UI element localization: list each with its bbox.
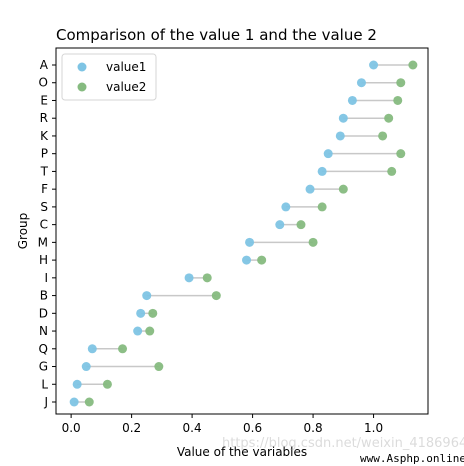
y-tick-label-C: C [40, 218, 48, 232]
chart-title: Comparison of the value 1 and the value … [56, 26, 377, 44]
legend: value1 value2 [61, 53, 157, 101]
y-tick-label-Q: Q [39, 342, 48, 356]
point-value2-F [338, 184, 348, 194]
legend-label-value2: value2 [106, 80, 146, 94]
point-value2-C [296, 220, 306, 230]
y-tick-label-E: E [40, 93, 48, 107]
point-value2-R [384, 113, 394, 123]
y-tick-label-J: J [43, 395, 48, 409]
plot-area [69, 60, 418, 407]
point-value1-I [184, 273, 194, 283]
y-tick-label-R: R [40, 111, 48, 125]
point-value1-T [317, 166, 327, 176]
point-value1-H [242, 255, 252, 265]
x-tick-label-0.2: 0.2 [122, 421, 141, 435]
y-tick-label-P: P [41, 147, 48, 161]
point-value2-T [387, 166, 397, 176]
watermark: https://blog.csdn.net/weixin_41869644 [222, 436, 464, 451]
point-value2-S [317, 202, 327, 212]
y-tick-label-L: L [41, 377, 48, 391]
y-tick-label-O: O [39, 76, 48, 90]
point-value2-I [202, 273, 212, 283]
y-tick-label-T: T [40, 164, 49, 178]
point-value1-M [245, 237, 255, 247]
legend-label-value1: value1 [106, 60, 146, 74]
y-tick-label-F: F [41, 182, 48, 196]
corner-stamp: www.Asphp.online [360, 452, 464, 465]
y-tick-label-K: K [40, 129, 49, 143]
point-value2-B [211, 291, 221, 301]
point-value1-G [81, 362, 91, 372]
y-tick-label-B: B [40, 289, 48, 303]
point-value1-F [305, 184, 315, 194]
point-value1-N [133, 326, 143, 336]
point-value2-O [396, 78, 406, 88]
y-tick-label-H: H [39, 253, 48, 267]
x-axis: 0.0 0.2 0.4 0.6 0.8 1.0 [62, 414, 383, 435]
point-value2-P [396, 149, 406, 159]
point-value2-Q [118, 344, 128, 354]
point-value1-K [335, 131, 345, 141]
x-tick-label-0.0: 0.0 [62, 421, 81, 435]
point-value2-N [145, 326, 155, 336]
point-value2-A [408, 60, 418, 70]
point-value1-Q [87, 344, 97, 354]
point-value1-B [142, 291, 152, 301]
point-value1-L [72, 379, 82, 389]
plot-frame [55, 47, 429, 415]
x-tick-label-1.0: 1.0 [364, 421, 383, 435]
point-value1-P [323, 149, 333, 159]
x-tick-label-0.6: 0.6 [243, 421, 262, 435]
point-value1-E [347, 95, 357, 105]
y-tick-label-N: N [39, 324, 48, 338]
y-tick-label-G: G [39, 360, 48, 374]
y-tick-label-I: I [44, 271, 48, 285]
point-value2-H [257, 255, 267, 265]
point-value1-O [356, 78, 366, 88]
point-value1-R [338, 113, 348, 123]
point-value1-J [69, 397, 79, 407]
y-tick-label-A: A [40, 58, 49, 72]
y-tick-label-M: M [38, 235, 48, 249]
point-value2-L [102, 379, 112, 389]
point-value2-G [154, 362, 164, 372]
point-value2-J [84, 397, 94, 407]
x-tick-label-0.4: 0.4 [183, 421, 202, 435]
y-tick-label-S: S [40, 200, 48, 214]
y-axis-label: Group [16, 213, 30, 250]
corner-stamp-background [357, 450, 464, 466]
point-value1-D [136, 308, 146, 318]
point-value1-A [369, 60, 379, 70]
point-value2-E [393, 95, 403, 105]
point-value2-D [148, 308, 158, 318]
x-axis-label: Value of the variables [177, 445, 307, 459]
y-tick-label-D: D [39, 306, 48, 320]
point-value1-C [275, 220, 285, 230]
legend-marker-value1 [77, 62, 87, 72]
point-value1-S [281, 202, 291, 212]
point-value2-K [378, 131, 388, 141]
x-tick-label-0.8: 0.8 [304, 421, 323, 435]
legend-marker-value2 [77, 82, 87, 92]
point-value2-M [308, 237, 318, 247]
